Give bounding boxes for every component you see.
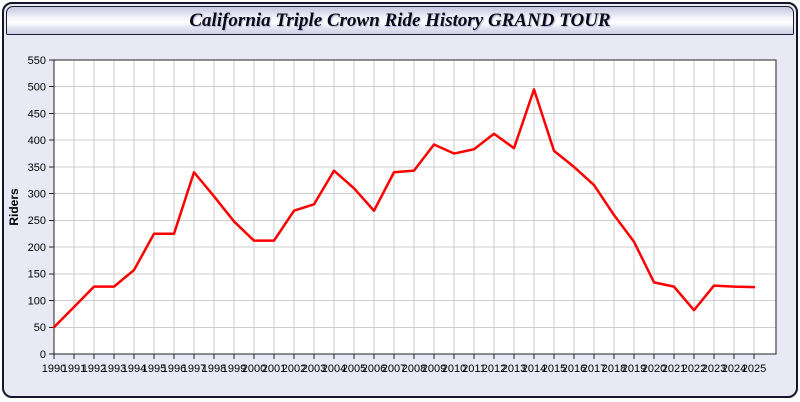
x-tick-label: 2003 [302,363,326,375]
y-tick-label: 250 [28,215,46,227]
riders-data-line [52,88,756,329]
y-tick-label: 0 [40,349,46,361]
y-tick-label: 100 [28,295,46,307]
y-tick-label: 400 [28,135,46,147]
x-tick-label: 2021 [662,363,686,375]
x-tick-label: 2011 [462,363,486,375]
x-tick-label: 2024 [722,363,746,375]
title-bar: California Triple Crown Ride History GRA… [6,6,794,35]
y-axis-label: Riders [7,188,21,226]
x-tick-label: 2022 [682,363,706,375]
x-tick-label: 2023 [702,363,726,375]
x-tick-label: 2009 [422,363,446,375]
page-title: California Triple Crown Ride History GRA… [189,9,611,31]
x-tick-label: 2015 [542,363,566,375]
x-tick-label: 2013 [502,363,526,375]
x-tick-label: 1990 [42,363,66,375]
x-tick-label: 2001 [262,363,286,375]
x-tick-label: 2000 [242,363,266,375]
plot-border [53,59,777,355]
x-tick-label: 2010 [442,363,466,375]
x-tick-label: 2005 [342,363,366,375]
x-tick-label: 1995 [142,363,166,375]
x-tick-label: 2017 [582,363,606,375]
y-tick-label: 300 [28,188,46,200]
x-tick-label: 2006 [362,363,386,375]
x-tick-label: 2014 [522,363,546,375]
y-tick-label: 500 [28,82,46,94]
x-tick-label: 1996 [162,363,186,375]
x-tick-label: 1993 [102,363,126,375]
x-tick-label: 1992 [82,363,106,375]
x-tick-label: 2008 [402,363,426,375]
y-tick-label: 550 [28,55,46,67]
x-tick-label: 2019 [622,363,646,375]
x-tick-label: 2002 [282,363,306,375]
y-tick-label: 50 [34,322,46,334]
x-tick-label: 2020 [642,363,666,375]
x-tick-label: 2007 [382,363,406,375]
y-tick-label: 200 [28,242,46,254]
riders-line-chart: 0501001502002503003504004505005501990199… [7,55,777,375]
x-tick-label: 1997 [182,363,206,375]
x-tick-label: 1998 [202,363,226,375]
x-tick-label: 2012 [482,363,506,375]
x-tick-label: 1999 [222,363,246,375]
x-tick-label: 2025 [742,363,766,375]
x-tick-label: 1991 [62,363,86,375]
y-tick-label: 450 [28,108,46,120]
x-tick-label: 2018 [602,363,626,375]
x-tick-label: 2016 [562,363,586,375]
y-tick-label: 150 [28,269,46,281]
plot-background [54,60,776,354]
y-tick-label: 350 [28,162,46,174]
x-tick-label: 2004 [322,363,346,375]
x-tick-label: 1994 [122,363,146,375]
chart-area: 0 50 100 150 200 250 300 350 400 450 500 550 1990 199… [4,39,796,396]
